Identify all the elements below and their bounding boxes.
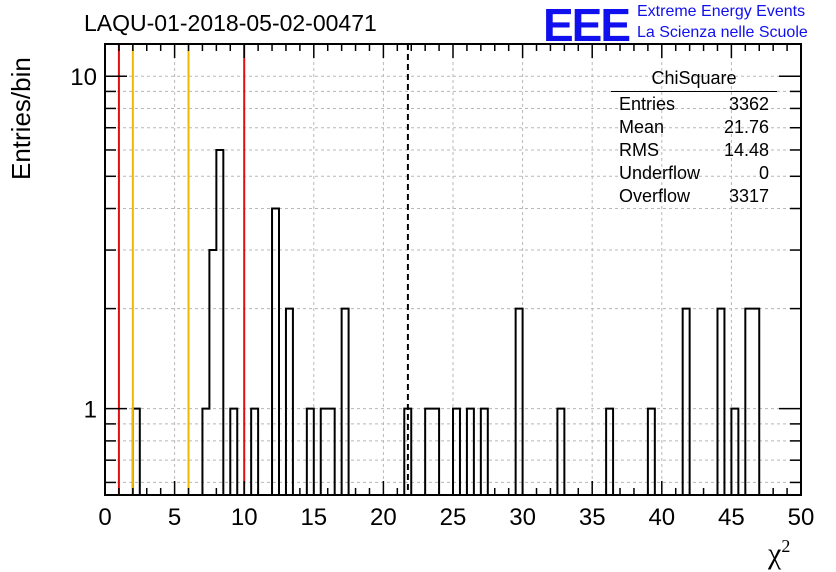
- histogram-bin: [307, 409, 314, 495]
- stats-label: Overflow: [619, 186, 691, 206]
- histogram-bin: [717, 309, 724, 495]
- histogram-bin: [731, 409, 738, 495]
- histogram-bin: [328, 409, 335, 495]
- histogram-bin: [425, 409, 432, 495]
- histogram-bin: [481, 409, 488, 495]
- histogram-bin: [557, 409, 564, 495]
- y-tick-label: 10: [70, 64, 97, 91]
- chart-title: LAQU-01-2018-05-02-00471: [84, 10, 377, 36]
- x-axis-label-base: χ: [768, 537, 782, 570]
- histogram-bin: [133, 409, 140, 495]
- x-axis-label: χ2: [768, 536, 790, 571]
- stats-box: ChiSquare Entries 3362 Mean 21.76 RMS 14.48…: [611, 68, 777, 208]
- stats-label: Mean: [619, 117, 665, 137]
- stats-label: Entries: [619, 94, 676, 114]
- histogram-bin: [209, 250, 216, 495]
- x-tick-label: 40: [648, 504, 675, 531]
- stats-row-rms: RMS 14.48: [611, 139, 777, 162]
- x-tick-label: 5: [168, 504, 181, 531]
- logo-line-1: Extreme Energy Events: [637, 3, 806, 20]
- x-tick-label: 25: [440, 504, 467, 531]
- y-tick-label: 1: [84, 397, 97, 424]
- stats-label: Underflow: [619, 163, 701, 183]
- histogram-bin: [752, 309, 759, 495]
- x-tick-label: 15: [300, 504, 327, 531]
- histogram-bin: [404, 409, 411, 495]
- eee-logo: EEE: [543, 0, 631, 51]
- stats-value: 21.76: [723, 117, 769, 137]
- histogram-bin: [216, 150, 223, 495]
- histogram-bin: [251, 409, 258, 495]
- stats-row-overflow: Overflow 3317: [611, 185, 777, 208]
- stats-value: 3317: [728, 186, 769, 206]
- x-tick-label: 30: [509, 504, 536, 531]
- stats-title: ChiSquare: [611, 68, 777, 92]
- x-tick-label: 50: [788, 504, 815, 531]
- histogram-bin: [648, 409, 655, 495]
- x-tick-label: 20: [370, 504, 397, 531]
- histogram-bin: [467, 409, 474, 495]
- stats-value: 14.48: [723, 140, 769, 160]
- x-axis-label-superscript: 2: [781, 536, 791, 556]
- histogram-bin: [453, 409, 460, 495]
- stats-value: 0: [758, 163, 769, 183]
- histogram-bin: [432, 409, 439, 495]
- histogram-bin: [286, 309, 293, 495]
- histogram-bin: [342, 309, 349, 495]
- x-tick-label: 45: [718, 504, 745, 531]
- histogram-bin: [202, 409, 209, 495]
- histogram-bin: [321, 409, 328, 495]
- y-axis-label: Entries/bin: [6, 57, 36, 180]
- stats-row-mean: Mean 21.76: [611, 116, 777, 139]
- stats-row-underflow: Underflow 0: [611, 162, 777, 185]
- x-tick-label: 35: [579, 504, 606, 531]
- logo-line-2: La Scienza nelle Scuole: [637, 24, 808, 41]
- histogram-bin: [516, 309, 523, 495]
- stats-value: 3362: [728, 94, 769, 114]
- histogram-bin: [683, 309, 690, 495]
- x-tick-label: 10: [231, 504, 258, 531]
- stats-row-entries: Entries 3362: [611, 93, 777, 116]
- histogram-bin: [606, 409, 613, 495]
- histogram-bin: [230, 409, 237, 495]
- x-tick-label: 0: [98, 504, 111, 531]
- histogram-bin: [745, 309, 752, 495]
- stats-label: RMS: [619, 140, 659, 160]
- histogram-bin: [272, 209, 279, 495]
